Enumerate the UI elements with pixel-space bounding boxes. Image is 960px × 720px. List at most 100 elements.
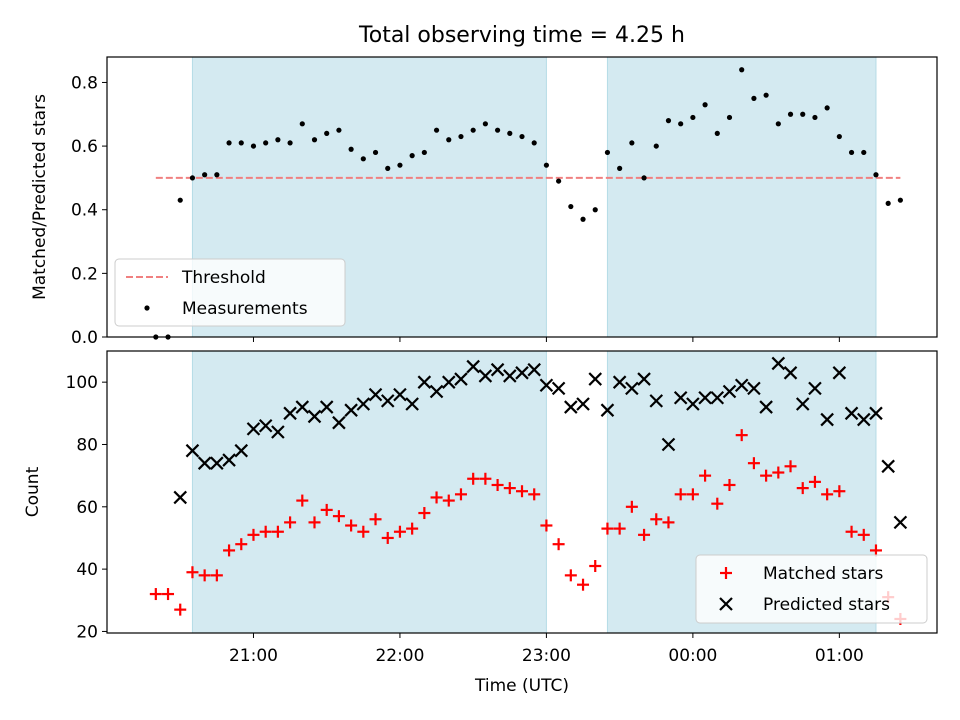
predicted-star-stroke bbox=[417, 375, 432, 389]
matched-star-point bbox=[381, 531, 394, 544]
predicted-star-point bbox=[637, 372, 651, 386]
matched-star-point bbox=[869, 544, 882, 557]
matched-star-point bbox=[577, 578, 590, 591]
measurements-legend-marker bbox=[144, 305, 150, 311]
predicted-star-point bbox=[185, 443, 200, 458]
predicted-star-point bbox=[612, 375, 627, 389]
predicted-star-stroke bbox=[881, 459, 895, 474]
predicted-star-stroke bbox=[307, 409, 322, 424]
predicted-star-point bbox=[893, 515, 908, 530]
measurement-point bbox=[556, 178, 562, 184]
measurement-point bbox=[848, 149, 855, 156]
measurement-point bbox=[604, 149, 611, 156]
predicted-star-point bbox=[783, 366, 798, 380]
predicted-star-point bbox=[551, 381, 566, 396]
predicted-star-point bbox=[356, 397, 371, 411]
matched-star-point bbox=[418, 507, 431, 520]
predicted-star-point bbox=[722, 384, 737, 399]
measurement-point bbox=[775, 121, 781, 127]
predicted-star-stroke bbox=[600, 403, 615, 417]
predicted-star-stroke bbox=[283, 406, 297, 421]
predicted-star-point bbox=[368, 387, 383, 402]
predicted-star-point bbox=[246, 422, 261, 436]
predicted-star-stroke bbox=[380, 394, 395, 408]
predicted-star-stroke bbox=[258, 419, 273, 433]
matched-star-point bbox=[528, 488, 541, 501]
matched-star-point bbox=[821, 488, 834, 501]
predicted-star-stroke bbox=[722, 384, 737, 399]
predicted-star-stroke bbox=[429, 384, 444, 399]
predicted-legend-marker bbox=[719, 597, 733, 611]
measurement-point bbox=[250, 143, 257, 149]
matched-star-point bbox=[345, 519, 358, 532]
threshold-legend-label: Threshold bbox=[181, 268, 266, 288]
count-legend-box bbox=[695, 554, 928, 624]
measurement-point bbox=[263, 140, 269, 146]
predicted-star-stroke bbox=[637, 372, 651, 386]
predicted-star-point bbox=[295, 400, 310, 414]
matched-star-point bbox=[625, 500, 638, 513]
measurement-point bbox=[360, 156, 366, 162]
predicted-star-point bbox=[869, 406, 883, 421]
predicted-star-point bbox=[686, 397, 700, 411]
predicted-star-point bbox=[564, 400, 578, 414]
measurement-point bbox=[189, 175, 196, 181]
matched-star-point bbox=[784, 460, 797, 473]
measurement-point bbox=[763, 92, 769, 98]
measurement-point bbox=[372, 149, 379, 156]
predicted-star-stroke bbox=[466, 359, 480, 374]
predicted-star-point bbox=[795, 397, 810, 411]
y-tick-label: 80 bbox=[76, 435, 98, 455]
matched-star-point bbox=[833, 485, 846, 498]
predicted-star-stroke bbox=[698, 390, 712, 405]
predicted-star-stroke bbox=[844, 406, 859, 421]
predicted-star-stroke bbox=[295, 400, 310, 414]
predicted-star-point bbox=[380, 394, 395, 408]
predicted-star-stroke bbox=[490, 362, 505, 377]
measurement-point bbox=[726, 114, 733, 121]
matched-star-point bbox=[638, 528, 651, 541]
predicted-legend-label: Predicted stars bbox=[763, 595, 890, 615]
measurement-point bbox=[653, 143, 659, 149]
predicted-star-point bbox=[210, 456, 224, 470]
matched-star-point bbox=[174, 603, 187, 616]
predicted-star-point bbox=[539, 378, 554, 393]
matched-legend-label: Matched stars bbox=[763, 564, 883, 584]
predicted-star-stroke bbox=[759, 400, 773, 414]
predicted-star-point bbox=[747, 381, 761, 396]
measurement-point bbox=[751, 95, 757, 101]
predicted-star-point bbox=[417, 375, 432, 389]
matched-star-point bbox=[723, 478, 736, 491]
predicted-star-point bbox=[332, 415, 346, 430]
predicted-star-stroke bbox=[185, 443, 200, 458]
ratio-y-ticks: 0.0 0.2 0.4 0.6 0.8 bbox=[71, 73, 107, 348]
matched-star-point bbox=[430, 491, 443, 504]
matched-star-point bbox=[467, 472, 480, 485]
measurement-point bbox=[385, 165, 391, 171]
predicted-star-point bbox=[881, 459, 895, 474]
predicted-star-stroke bbox=[210, 456, 224, 470]
predicted-star-stroke bbox=[441, 375, 456, 389]
predicted-star-point bbox=[478, 369, 493, 383]
predicted-star-stroke bbox=[332, 415, 346, 430]
predicted-star-point bbox=[844, 406, 859, 421]
measurement-point bbox=[287, 140, 293, 146]
predicted-star-point bbox=[222, 453, 236, 467]
measurement-point bbox=[690, 114, 696, 121]
matched-star-point bbox=[491, 478, 504, 491]
measurement-point bbox=[311, 137, 318, 143]
predicted-star-stroke bbox=[893, 515, 908, 530]
predicted-star-point bbox=[197, 456, 212, 470]
predicted-star-stroke bbox=[673, 390, 688, 405]
x-tick-label: 22:00 bbox=[375, 646, 424, 666]
measurement-point bbox=[568, 203, 574, 210]
count-x-ticks: 21:00 22:00 23:00 00:00 01:00 bbox=[229, 633, 864, 666]
predicted-star-point bbox=[429, 384, 444, 399]
measurement-point bbox=[397, 162, 403, 168]
predicted-star-point bbox=[454, 372, 468, 386]
predicted-star-point bbox=[283, 406, 297, 421]
predicted-star-point bbox=[466, 359, 480, 374]
matched-star-point bbox=[516, 485, 528, 498]
predicted-star-stroke bbox=[734, 378, 749, 393]
